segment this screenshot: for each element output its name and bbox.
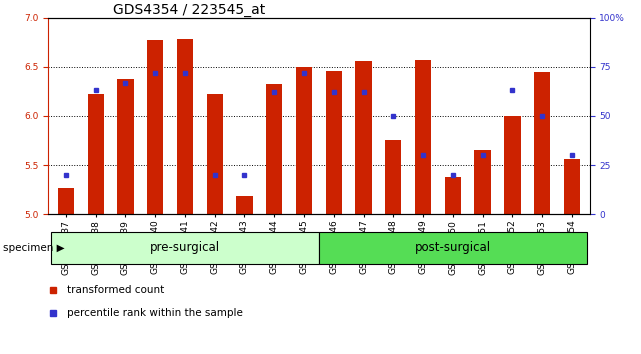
- Bar: [355, 61, 372, 214]
- Text: GDS4354 / 223545_at: GDS4354 / 223545_at: [113, 3, 265, 17]
- Text: transformed count: transformed count: [67, 285, 164, 295]
- Text: post-surgical: post-surgical: [415, 241, 491, 254]
- Bar: [474, 150, 491, 214]
- Bar: [319, 232, 587, 264]
- Bar: [445, 177, 461, 214]
- Bar: [563, 159, 580, 214]
- Text: pre-surgical: pre-surgical: [150, 241, 220, 254]
- Bar: [58, 188, 74, 214]
- Bar: [147, 40, 163, 214]
- Bar: [237, 195, 253, 214]
- Bar: [385, 141, 401, 214]
- Text: specimen ▶: specimen ▶: [3, 243, 65, 253]
- Bar: [117, 79, 133, 214]
- Bar: [415, 60, 431, 214]
- Bar: [534, 72, 550, 214]
- Bar: [206, 94, 223, 214]
- Bar: [177, 39, 193, 214]
- Bar: [51, 232, 319, 264]
- Bar: [296, 67, 312, 214]
- Bar: [504, 116, 520, 214]
- Bar: [88, 94, 104, 214]
- Text: percentile rank within the sample: percentile rank within the sample: [67, 308, 243, 318]
- Bar: [266, 85, 283, 214]
- Bar: [326, 71, 342, 214]
